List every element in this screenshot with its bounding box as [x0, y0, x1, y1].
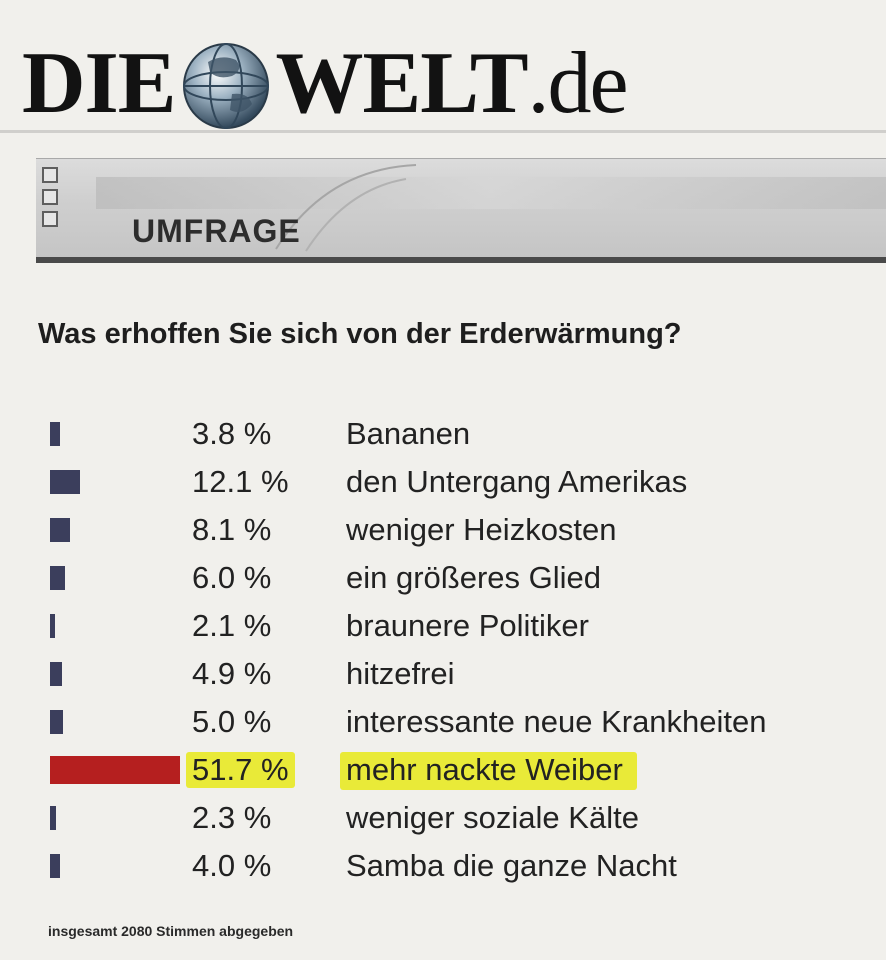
globe-icon — [178, 36, 274, 132]
section-band-rule — [36, 257, 886, 263]
poll-bar — [50, 854, 60, 878]
poll-option-row[interactable]: 3.8 % Bananen — [0, 410, 886, 460]
poll-option-label: den Untergang Amerikas — [346, 464, 688, 499]
poll-option-row[interactable]: 4.9 % hitzefrei — [0, 650, 886, 700]
poll-bar — [50, 614, 55, 638]
window-control-icon[interactable] — [42, 211, 58, 227]
poll-option-row[interactable]: 2.3 % weniger soziale Kälte — [0, 794, 886, 844]
poll-option-label: braunere Politiker — [346, 608, 589, 643]
poll-option-row[interactable]: 8.1 % weniger Heizkosten — [0, 506, 886, 556]
poll-option-row[interactable]: 5.0 % interessante neue Krankheiten — [0, 698, 886, 748]
site-name-suffix: .de — [527, 35, 629, 132]
site-name-right: WELT — [275, 35, 529, 132]
poll-bar — [50, 470, 80, 494]
poll-option-percent: 4.0 % — [192, 848, 272, 883]
section-header: UMFRAGE — [36, 158, 886, 263]
poll-bar — [50, 806, 56, 830]
section-title: UMFRAGE — [132, 213, 301, 249]
poll-question: Was erhoffen Sie sich von der Erderwärmu… — [38, 318, 682, 350]
masthead-divider — [0, 130, 886, 133]
poll-option-label: interessante neue Krankheiten — [346, 704, 767, 739]
poll-bar — [50, 566, 65, 590]
poll-option-percent: 12.1 % — [192, 464, 289, 499]
poll-option-row[interactable]: 2.1 % braunere Politiker — [0, 602, 886, 652]
poll-option-percent: 4.9 % — [192, 656, 272, 691]
poll-bar — [50, 422, 60, 446]
poll-option-label: weniger Heizkosten — [346, 512, 617, 547]
poll-bar — [50, 662, 62, 686]
decorative-curve-icon — [275, 164, 417, 252]
site-logo[interactable]: DIE WELT .de — [22, 35, 629, 132]
poll-option-percent: 2.3 % — [192, 800, 272, 835]
site-masthead: DIE WELT .de — [22, 22, 862, 132]
poll-option-row[interactable]: 4.0 % Samba die ganze Nacht — [0, 842, 886, 892]
poll-option-label: weniger soziale Kälte — [346, 800, 639, 835]
poll-option-percent: 8.1 % — [192, 512, 272, 547]
poll-option-row[interactable]: 6.0 % ein größeres Glied — [0, 554, 886, 604]
window-control-icon[interactable] — [42, 189, 58, 205]
poll-option-percent: 5.0 % — [192, 704, 272, 739]
poll-option-label: hitzefrei — [346, 656, 455, 691]
site-name-left: DIE — [22, 35, 176, 132]
poll-option-percent: 51.7 % — [186, 752, 295, 788]
poll-bar — [50, 710, 63, 734]
window-control-icon[interactable] — [42, 167, 58, 183]
section-band-sheen — [96, 177, 886, 209]
poll-option-row[interactable]: 51.7 % mehr nackte Weiber — [0, 746, 886, 796]
poll-option-label: Samba die ganze Nacht — [346, 848, 677, 883]
poll-option-percent: 2.1 % — [192, 608, 272, 643]
poll-option-label: mehr nackte Weiber — [340, 752, 637, 790]
poll-option-percent: 6.0 % — [192, 560, 272, 595]
poll-option-percent: 3.8 % — [192, 416, 272, 451]
window-controls — [42, 167, 60, 247]
poll-bar — [50, 518, 70, 542]
total-votes: insgesamt 2080 Stimmen abgegeben — [48, 923, 294, 939]
poll-option-label: Bananen — [346, 416, 471, 451]
poll-bar — [50, 756, 180, 784]
poll-option-row[interactable]: 12.1 % den Untergang Amerikas — [0, 458, 886, 508]
poll-option-label: ein größeres Glied — [346, 560, 602, 595]
